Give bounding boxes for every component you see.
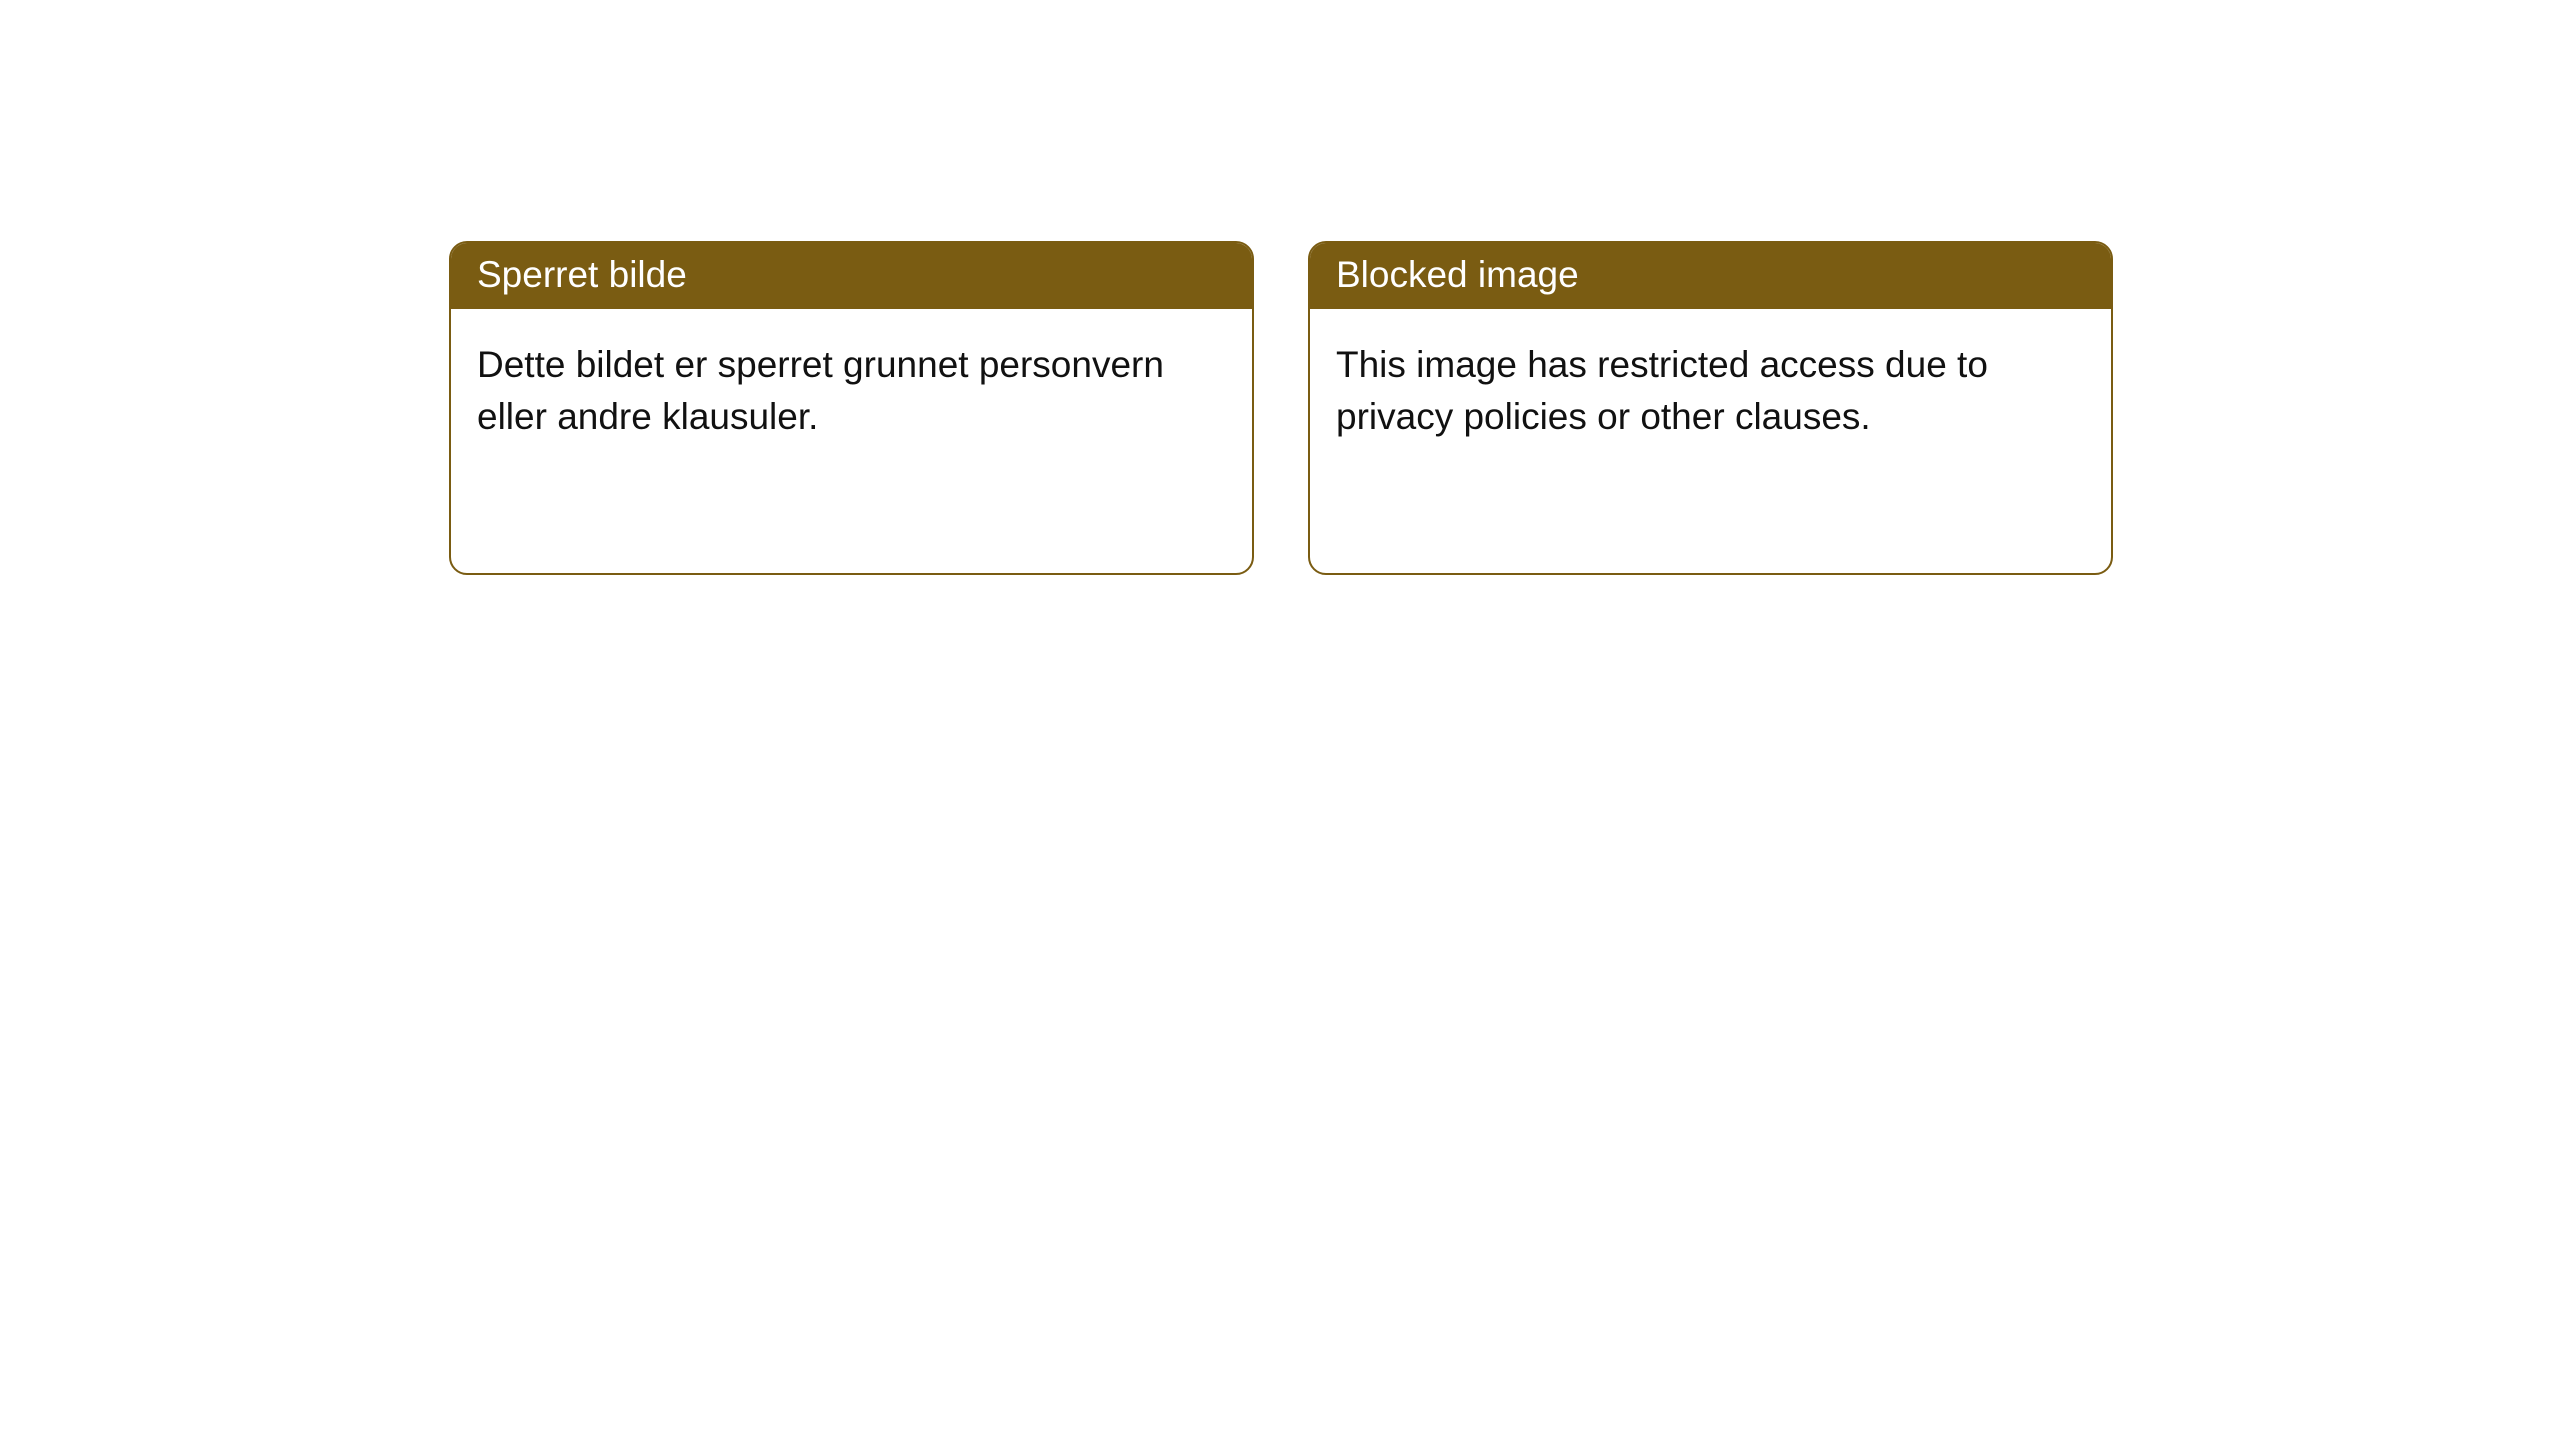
- card-text-no: Dette bildet er sperret grunnet personve…: [477, 344, 1164, 437]
- blocked-image-card-no: Sperret bilde Dette bildet er sperret gr…: [449, 241, 1254, 575]
- notice-container: Sperret bilde Dette bildet er sperret gr…: [0, 0, 2560, 575]
- blocked-image-card-en: Blocked image This image has restricted …: [1308, 241, 2113, 575]
- card-body-en: This image has restricted access due to …: [1310, 309, 2111, 473]
- card-title-en: Blocked image: [1336, 254, 1579, 295]
- card-text-en: This image has restricted access due to …: [1336, 344, 1988, 437]
- card-body-no: Dette bildet er sperret grunnet personve…: [451, 309, 1252, 473]
- card-title-no: Sperret bilde: [477, 254, 687, 295]
- card-header-no: Sperret bilde: [451, 243, 1252, 309]
- card-header-en: Blocked image: [1310, 243, 2111, 309]
